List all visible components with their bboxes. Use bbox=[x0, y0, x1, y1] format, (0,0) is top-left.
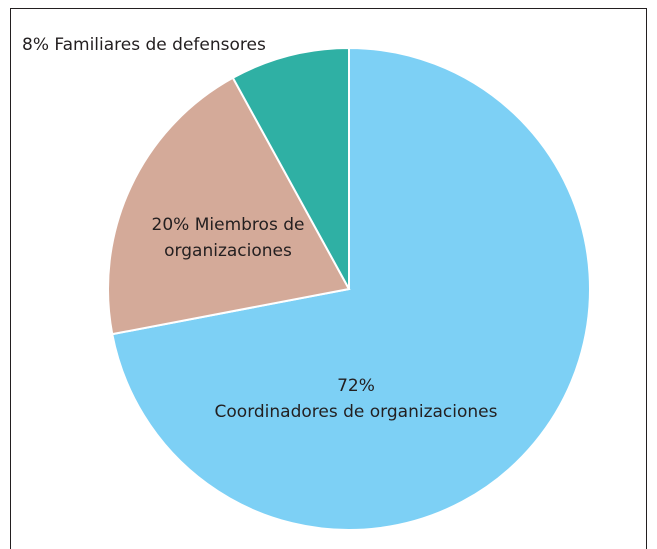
pie-slice bbox=[107, 76, 351, 336]
category-label: Miembros de organizaciones bbox=[164, 215, 305, 261]
slice-label: 20% Miembros de organizaciones bbox=[138, 212, 318, 264]
pie-slice bbox=[111, 46, 591, 531]
value-label: 72% bbox=[337, 376, 375, 396]
slice-label: 8% Familiares de defensores bbox=[22, 32, 342, 58]
value-label: 8% bbox=[22, 35, 49, 55]
slice-label: 72% Coordinadores de organizaciones bbox=[196, 373, 516, 425]
value-label: 20% bbox=[151, 215, 190, 235]
category-label: Familiares de defensores bbox=[54, 35, 266, 55]
category-label: Coordinadores de organizaciones bbox=[214, 402, 498, 422]
pie-slice bbox=[231, 46, 350, 290]
frame bbox=[10, 8, 647, 549]
